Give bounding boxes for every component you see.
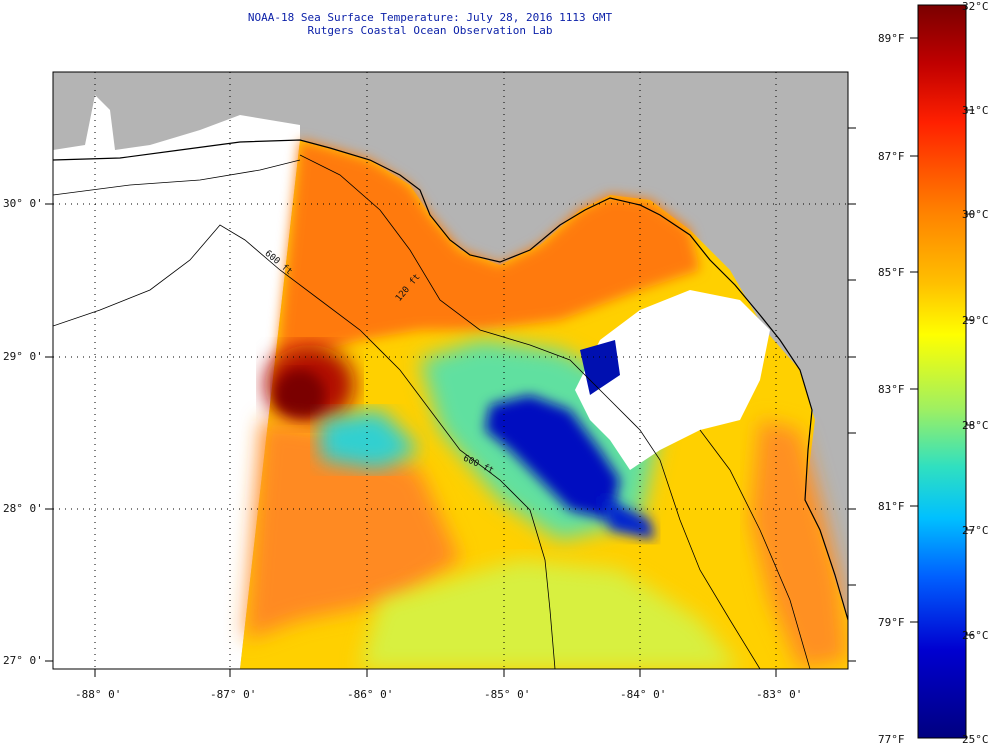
map-frame	[52, 71, 849, 670]
colorbar-label-f: 89°F	[878, 32, 905, 45]
colorbar-label-f: 87°F	[878, 150, 905, 163]
coastline	[53, 139, 848, 621]
colorbar	[917, 4, 967, 739]
cloud-patch	[575, 290, 770, 470]
lat-label: 28° 0'	[3, 502, 43, 515]
graticule	[53, 72, 848, 669]
colorbar-label-f: 85°F	[878, 266, 905, 279]
colorbar-label-c: 31°C	[962, 104, 989, 117]
map-subtitle: Rutgers Coastal Ocean Observation Lab	[307, 24, 553, 37]
contour-600ft	[53, 224, 556, 669]
lon-label: -85° 0'	[484, 688, 531, 701]
lat-label: 29° 0'	[3, 350, 43, 363]
colorbar-label-c: 29°C	[962, 314, 989, 327]
colorbar-label-c: 30°C	[962, 208, 989, 221]
lat-label: 27° 0'	[3, 654, 43, 667]
lon-label: -84° 0'	[620, 688, 667, 701]
contour-120ft	[299, 154, 761, 669]
lat-label: 30° 0'	[3, 197, 43, 210]
colorbar-label-f: 79°F	[878, 616, 905, 629]
colorbar-label-c: 27°C	[962, 524, 989, 537]
colorbar-label-c: 25°C	[962, 733, 989, 746]
colorbar-label-c: 26°C	[962, 629, 989, 642]
colorbar-label-f: 81°F	[878, 500, 905, 513]
map-title: NOAA-18 Sea Surface Temperature: July 28…	[247, 11, 613, 24]
cold-upwelling	[485, 395, 620, 520]
colorbar-label-f: 77°F	[878, 733, 905, 746]
no-data-area	[53, 140, 300, 669]
lon-label: -83° 0'	[756, 688, 803, 701]
coastal-strip	[53, 95, 300, 175]
lon-label: -87° 0'	[210, 688, 257, 701]
lon-label: -86° 0'	[347, 688, 394, 701]
colorbar-label-c: 32°C	[962, 0, 989, 13]
colorbar-label-c: 28°C	[962, 419, 989, 432]
colorbar-label-f: 83°F	[878, 383, 905, 396]
lon-label: -88° 0'	[75, 688, 122, 701]
warm-band	[275, 140, 700, 380]
